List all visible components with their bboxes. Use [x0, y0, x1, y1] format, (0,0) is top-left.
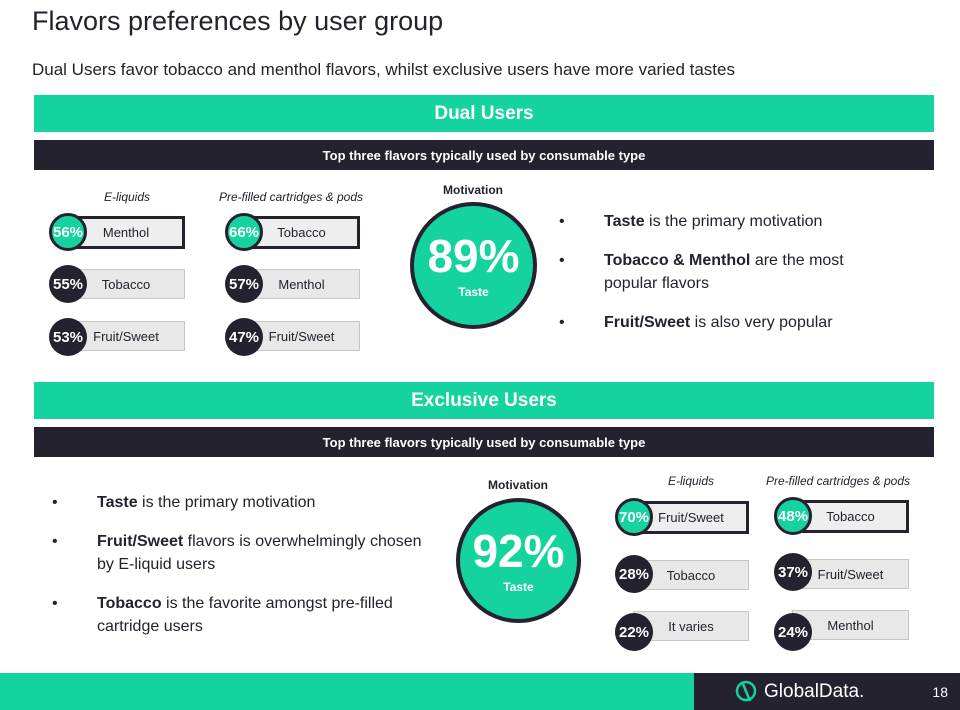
dual-users-subheader: Top three flavors typically used by cons… [34, 140, 934, 170]
dual-motivation-reason: Taste [458, 284, 489, 299]
dual-cartridge-pct-2: 57% [225, 265, 263, 303]
exclusive-bullet-1: Taste is the primary motivation [52, 492, 432, 515]
dual-users-header: Dual Users [34, 95, 934, 132]
page-subtitle: Dual Users favor tobacco and menthol fla… [32, 60, 735, 79]
dual-bullet-1: Taste is the primary motivation [559, 211, 889, 234]
dual-eliquid-pct-1: 56% [49, 213, 87, 251]
dual-bullet-2: Tobacco & Menthol are the most popular f… [559, 250, 889, 295]
page-number: 18 [932, 683, 948, 700]
exclusive-users-subheader: Top three flavors typically used by cons… [34, 427, 934, 457]
exclusive-bullets: Taste is the primary motivation Fruit/Sw… [52, 492, 432, 655]
dual-bullets: Taste is the primary motivation Tobacco … [559, 211, 889, 352]
exclusive-motivation-label: Motivation [488, 478, 548, 492]
dual-motivation-label: Motivation [443, 183, 503, 197]
dual-eliquids-label: E-liquids [103, 190, 151, 204]
exclusive-eliquid-flavor-2: Tobacco [633, 560, 749, 590]
globaldata-logo-icon [735, 680, 757, 701]
exclusive-eliquids-label: E-liquids [667, 474, 715, 488]
exclusive-users-header: Exclusive Users [34, 382, 934, 419]
dual-motivation-pct: 89% [427, 229, 520, 282]
exclusive-motivation-reason: Taste [503, 579, 534, 594]
dual-eliquid-pct-2: 55% [49, 265, 87, 303]
dual-bullet-3: Fruit/Sweet is also very popular [559, 312, 889, 335]
dual-cartridge-flavor-1: Tobacco [243, 216, 360, 249]
page-title: Flavors preferences by user group [32, 6, 444, 36]
exclusive-motivation-pct: 92% [472, 524, 565, 577]
exclusive-bullet-2: Fruit/Sweet flavors is overwhelmingly ch… [52, 531, 432, 576]
dual-eliquid-pct-3: 53% [49, 318, 87, 356]
exclusive-cartridges-label: Pre-filled cartridges & pods [765, 474, 911, 488]
exclusive-eliquid-pct-1: 70% [615, 498, 653, 536]
exclusive-cartridge-pct-3: 24% [774, 613, 812, 651]
exclusive-cartridge-pct-1: 48% [774, 497, 812, 535]
dual-cartridge-pct-1: 66% [225, 213, 263, 251]
exclusive-cartridge-pct-2: 37% [774, 553, 812, 591]
footer-accent-bar [0, 673, 694, 710]
exclusive-eliquid-pct-3: 22% [615, 613, 653, 651]
exclusive-eliquid-pct-2: 28% [615, 555, 653, 593]
dual-eliquid-flavor-1: Menthol [67, 216, 185, 249]
exclusive-bullet-3: Tobacco is the favorite amongst pre-fill… [52, 593, 432, 638]
globaldata-logo: GlobalData. [734, 679, 864, 705]
footer-brand-bar: GlobalData. 18 [694, 673, 960, 710]
dual-cartridges-label: Pre-filled cartridges & pods [218, 190, 364, 204]
exclusive-motivation-circle: 92% Taste [456, 498, 581, 623]
dual-motivation-circle: 89% Taste [410, 202, 537, 329]
dual-cartridge-pct-3: 47% [225, 318, 263, 356]
globaldata-logo-text: GlobalData. [764, 680, 865, 702]
